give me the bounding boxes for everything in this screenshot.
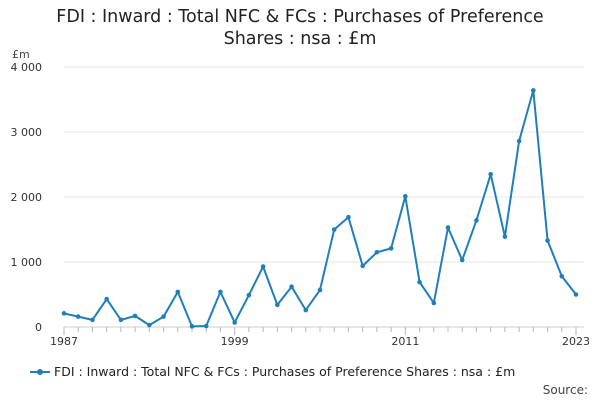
data-point-2010	[388, 246, 394, 251]
chart-title-line-1: FDI : Inward : Total NFC & FCs : Purchas…	[56, 7, 544, 27]
data-point-2016	[474, 218, 479, 223]
data-point-2000	[246, 292, 252, 298]
y-tick-label-1000: 1 000	[11, 256, 43, 269]
data-point-1995	[175, 289, 181, 295]
data-point-1992	[132, 313, 138, 319]
data-point-2008	[360, 263, 365, 269]
data-point-2011	[403, 194, 408, 199]
chart-title-line-2: Shares : nsa : £m	[223, 29, 377, 49]
y-tick-label-2000: 2 000	[11, 191, 43, 204]
data-point-2012	[417, 279, 422, 285]
legend-series-label: FDI : Inward : Total NFC & FCs : Purchas…	[54, 364, 516, 379]
data-point-1988	[75, 314, 81, 319]
data-point-2019	[516, 138, 522, 144]
data-point-1990	[104, 296, 109, 302]
x-tick-label-2011: 2011	[391, 335, 419, 348]
data-point-2002	[275, 302, 280, 308]
data-point-2007	[346, 214, 351, 220]
legend-line-marker-icon	[30, 367, 50, 377]
data-point-2009	[374, 249, 380, 255]
data-point-1987	[61, 311, 67, 316]
gridlines	[64, 66, 584, 328]
x-axis: 1987 1999 2011 2023	[50, 327, 590, 348]
x-tick-label-2023: 2023	[562, 335, 590, 348]
y-tick-label-3000: 3 000	[11, 126, 43, 139]
y-tick-label-4000: 4 000	[11, 61, 43, 74]
data-point-2021	[545, 238, 550, 243]
series-layer	[61, 88, 579, 329]
data-point-2017	[488, 171, 493, 177]
legend[interactable]: FDI : Inward : Total NFC & FCs : Purchas…	[30, 364, 515, 379]
data-point-1999	[232, 320, 237, 325]
y-axis-unit-label: £m	[12, 48, 30, 61]
data-point-2014	[445, 225, 451, 230]
chart-title: FDI : Inward : Total NFC & FCs : Purchas…	[0, 6, 600, 50]
data-point-1993	[147, 322, 152, 328]
data-point-1994	[161, 314, 166, 319]
data-point-2022	[559, 274, 565, 279]
data-point-2005	[317, 287, 323, 293]
data-point-2023	[573, 292, 579, 297]
data-point-2013	[431, 300, 437, 306]
data-point-1996	[189, 324, 195, 329]
data-point-2003	[289, 284, 294, 290]
x-tick-label-1987: 1987	[50, 335, 78, 348]
y-axis-ticks: 0 1 000 2 000 3 000 4 000	[11, 61, 43, 334]
data-point-1989	[90, 317, 95, 323]
source-label: Source:	[542, 383, 588, 397]
data-point-1997	[203, 323, 209, 329]
data-point-2018	[502, 234, 508, 239]
data-point-1991	[118, 317, 124, 323]
x-tick-label-1999: 1999	[221, 335, 249, 348]
y-tick-label-0: 0	[35, 321, 42, 334]
data-point-2004	[303, 307, 309, 313]
data-point-2020	[531, 88, 536, 93]
data-point-2001	[260, 264, 266, 269]
data-point-1998	[218, 289, 223, 295]
data-point-2006	[331, 227, 337, 232]
data-point-2015	[459, 257, 465, 263]
